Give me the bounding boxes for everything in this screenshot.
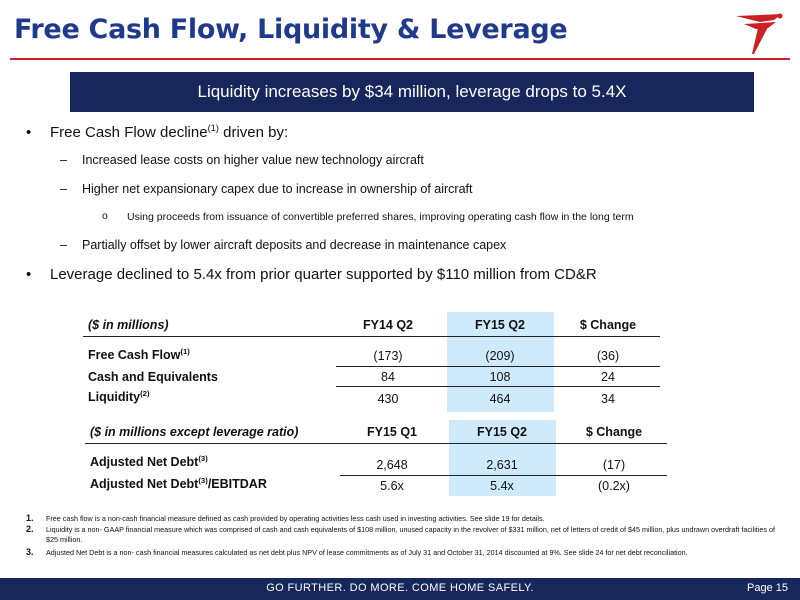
bullet-fcf: Free Cash Flow decline(1) driven by: (50, 123, 289, 141)
banner-text: Liquidity increases by $34 million, leve… (197, 82, 627, 101)
row-value: 108 (489, 370, 511, 384)
footer-slogan: GO FURTHER. DO MORE. COME HOME SAFELY. (266, 582, 534, 594)
sub-bullet-capex: Higher net expansionary capex due to inc… (82, 182, 473, 196)
table2-caption: ($ in millions except leverage ratio) (90, 425, 299, 439)
sub-bullet-lease: Increased lease costs on higher value ne… (82, 153, 424, 167)
fy15q2-column-highlight (447, 312, 554, 412)
title-divider (10, 58, 790, 60)
row-label: Cash and Equivalents (88, 370, 218, 384)
bullet-marker: • (26, 124, 32, 141)
table1-header-col3: $ Change (579, 318, 637, 332)
row-label: Adjusted Net Debt(3) (90, 453, 208, 469)
row-value: 5.4x (490, 479, 514, 493)
row-value: 5.6x (380, 479, 404, 493)
bullet-leverage: Leverage declined to 5.4x from prior qua… (50, 266, 597, 283)
company-logo-bird-icon (736, 13, 783, 54)
row-value: (173) (373, 349, 403, 363)
dash-marker: – (60, 153, 67, 167)
footer-bar: GO FURTHER. DO MORE. COME HOME SAFELY. P… (0, 578, 800, 600)
row-value: (36) (596, 349, 620, 363)
table1-row-rule (336, 366, 660, 367)
bullet-fcf-text-end: driven by: (218, 124, 289, 141)
footnote-number: 2. (26, 524, 34, 534)
row-label: Free Cash Flow(1) (88, 346, 190, 362)
footnote-text: Liquidity is a non- GAAP financial measu… (46, 525, 775, 544)
dash-marker: – (60, 238, 67, 252)
table1-row-rule (336, 386, 660, 387)
page-number: Page 15 (747, 582, 788, 594)
table2-header-rule (85, 443, 667, 444)
table1-header-rule (83, 336, 660, 337)
row-label: Liquidity(2) (88, 388, 150, 404)
fy15q2-column-highlight (449, 420, 556, 496)
row-value: 34 (601, 392, 615, 406)
table2-header-col2: FY15 Q2 (476, 425, 528, 439)
footnote-number: 1. (26, 513, 34, 523)
row-value: 2,631 (486, 458, 518, 472)
row-label: Adjusted Net Debt(3)/EBITDAR (90, 475, 267, 491)
footnote-text: Adjusted Net Debt is a non- cash financi… (46, 548, 688, 557)
table2-header-col3: $ Change (585, 425, 643, 439)
circle-marker: o (102, 210, 108, 222)
row-value: (17) (602, 458, 626, 472)
row-value: 2,648 (376, 458, 408, 472)
sub-sub-bullet-proceeds: Using proceeds from issuance of converti… (127, 211, 634, 223)
table1-header-col2: FY15 Q2 (474, 318, 526, 332)
row-value: (0.2x) (598, 479, 630, 493)
sub-bullet-offset: Partially offset by lower aircraft depos… (82, 238, 507, 252)
table2-row-rule (340, 475, 667, 476)
bullet-fcf-text: Free Cash Flow decline (50, 124, 208, 141)
slide-title: Free Cash Flow, Liquidity & Leverage (14, 14, 568, 45)
footnote-number: 3. (26, 547, 34, 557)
footnote-ref: (1) (207, 123, 219, 133)
bullet-marker: • (26, 266, 32, 283)
headline-banner: Liquidity increases by $34 million, leve… (70, 72, 754, 112)
row-value: 430 (377, 392, 399, 406)
table2-header-col1: FY15 Q1 (366, 425, 418, 439)
table1-header-col1: FY14 Q2 (362, 318, 414, 332)
footnote-text: Free cash flow is a non-cash financial m… (46, 514, 545, 523)
row-value: 24 (601, 370, 615, 384)
row-value: (209) (485, 349, 515, 363)
row-value: 84 (381, 370, 395, 384)
dash-marker: – (60, 182, 67, 196)
table1-caption: ($ in millions) (88, 318, 169, 332)
row-value: 464 (489, 392, 511, 406)
